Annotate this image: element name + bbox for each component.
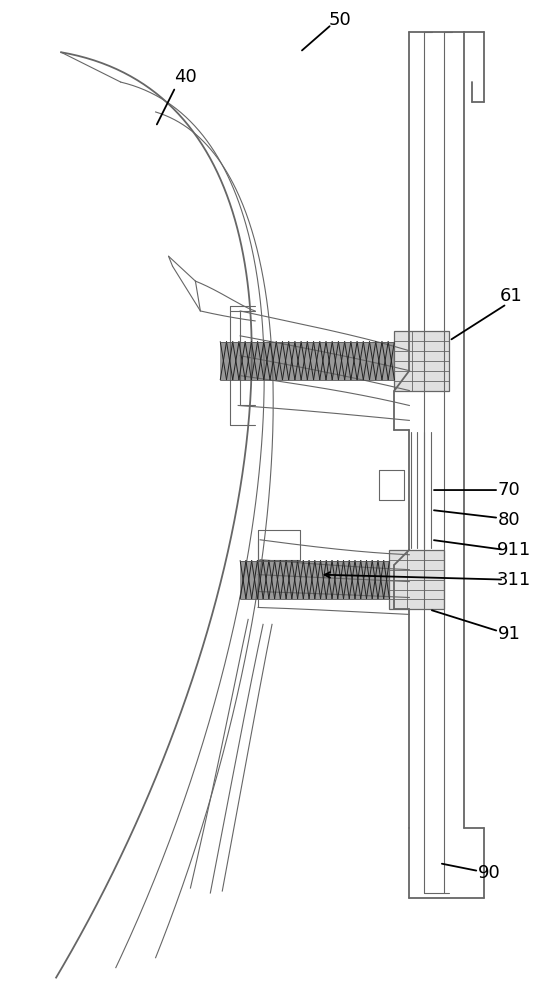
Text: 70: 70 xyxy=(498,481,520,499)
Bar xyxy=(394,331,449,391)
Text: 90: 90 xyxy=(478,864,500,882)
Bar xyxy=(389,550,444,609)
Text: 40: 40 xyxy=(174,68,197,86)
Bar xyxy=(240,561,389,599)
Text: 911: 911 xyxy=(497,541,531,559)
Bar xyxy=(220,342,394,380)
Text: 311: 311 xyxy=(497,571,531,589)
Text: 50: 50 xyxy=(328,11,351,29)
Text: 91: 91 xyxy=(497,625,520,643)
Text: 61: 61 xyxy=(499,287,522,305)
Text: 80: 80 xyxy=(498,511,520,529)
